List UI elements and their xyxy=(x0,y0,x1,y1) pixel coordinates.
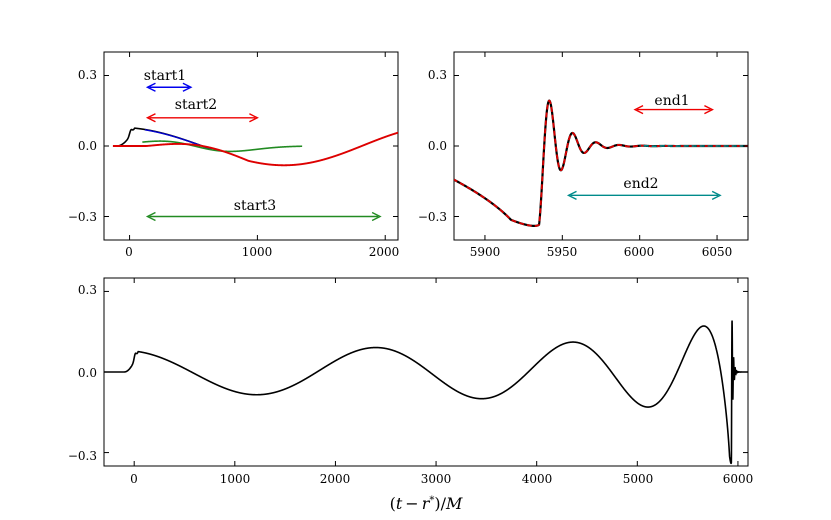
panel-top-right-ticks xyxy=(454,52,748,240)
annotation-start3: start3 xyxy=(234,198,276,214)
tick-label-y: 0.0 xyxy=(78,366,97,380)
series-red-dashed-line xyxy=(454,99,748,227)
arrow-end1-head-left xyxy=(633,104,644,115)
panel-top-left-ticks xyxy=(104,52,398,240)
tick-label-x: 5900 xyxy=(470,245,501,259)
tick-label-y: 0.3 xyxy=(78,68,97,82)
arrow-start2-head-right xyxy=(249,113,259,123)
panel-top-right-curves xyxy=(454,99,748,227)
arrow-start1-head-right xyxy=(182,82,193,92)
tick-label-x: 1000 xyxy=(220,472,251,486)
tick-label-x: 6050 xyxy=(702,245,733,259)
annotation-start1: start1 xyxy=(144,68,186,84)
tick-label-x: 3000 xyxy=(421,472,452,486)
tick-label-x: 4000 xyxy=(522,472,553,486)
tick-label-x: 5000 xyxy=(623,472,654,486)
tick-label-y: −0.3 xyxy=(418,210,447,224)
tick-label-y: 0.3 xyxy=(428,68,447,82)
arrow-end2-head-right xyxy=(711,190,722,200)
tick-label-y: 0.0 xyxy=(78,139,97,153)
x-axis-label: (t − r*)/M xyxy=(390,494,463,513)
tick-label-x: 2000 xyxy=(320,472,351,486)
annotation-end2: end2 xyxy=(623,176,658,192)
tick-label-x: 6000 xyxy=(624,245,655,259)
series-green-line xyxy=(142,140,303,153)
panel-bottom-ticks xyxy=(104,278,748,466)
tick-label-y: −0.3 xyxy=(68,449,97,463)
series-red-line xyxy=(112,131,398,167)
tick-label-x: 1000 xyxy=(242,245,273,259)
arrow-start2-head-left xyxy=(145,113,156,123)
tick-label-y: 0.0 xyxy=(428,139,447,153)
tick-label-x: 6000 xyxy=(723,472,754,486)
tick-label-y: −0.3 xyxy=(68,210,97,224)
arrow-start3-head-left xyxy=(145,211,156,222)
arrow-start3-head-right xyxy=(371,211,382,222)
arrow-end2-head-left xyxy=(566,190,577,200)
panel-bottom-frame xyxy=(103,277,749,467)
panel-bottom-curves xyxy=(104,320,748,465)
arrow-end1-head-right xyxy=(704,104,714,115)
series-black-line xyxy=(454,99,748,227)
tick-label-y: 0.3 xyxy=(78,283,97,297)
tick-label-x: 5950 xyxy=(547,245,578,259)
tick-label-x: 2000 xyxy=(369,245,400,259)
tick-label-x: 0 xyxy=(125,245,133,259)
arrow-start1-head-left xyxy=(145,82,156,92)
annotation-start2: start2 xyxy=(175,97,217,113)
panel-top-left-curves xyxy=(112,127,398,167)
series-black-line xyxy=(104,320,748,465)
tick-label-x: 0 xyxy=(130,472,138,486)
annotation-end1: end1 xyxy=(654,93,689,109)
annotation-arrows xyxy=(145,82,722,222)
